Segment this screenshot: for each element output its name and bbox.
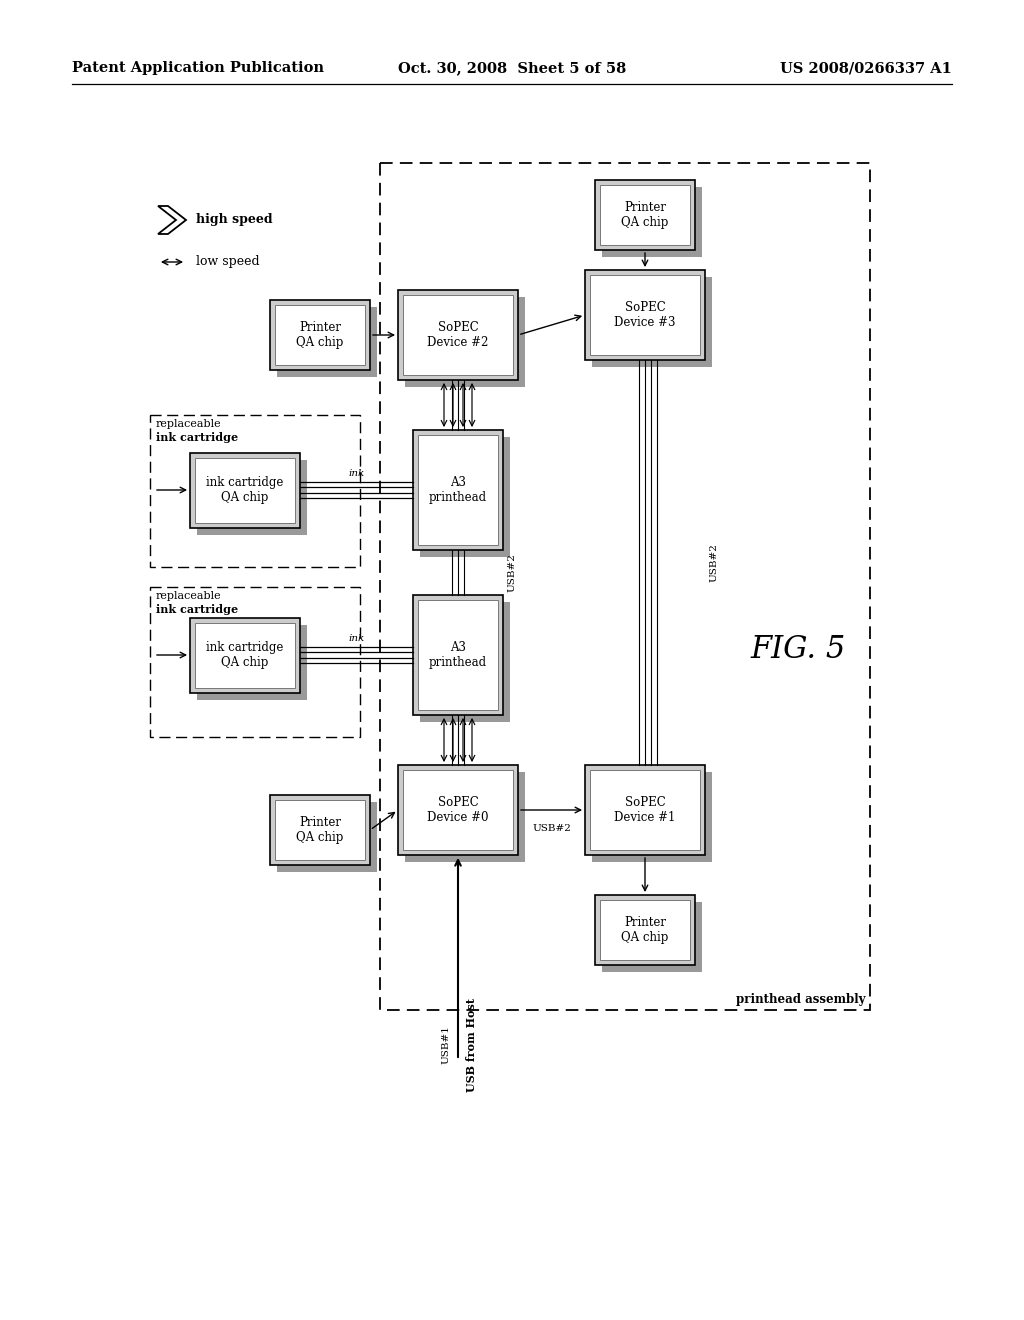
Bar [398, 290, 518, 380]
Text: SoPEC
Device #1: SoPEC Device #1 [614, 796, 676, 824]
Text: US 2008/0266337 A1: US 2008/0266337 A1 [780, 61, 952, 75]
Bar [418, 436, 498, 545]
Bar [270, 795, 370, 865]
Text: USB#2: USB#2 [507, 553, 516, 591]
Bar [592, 277, 712, 367]
Polygon shape [158, 206, 186, 234]
Text: high speed: high speed [196, 214, 272, 227]
Bar [595, 895, 695, 965]
Bar [602, 902, 702, 972]
Bar [420, 602, 510, 722]
Text: Patent Application Publication: Patent Application Publication [72, 61, 324, 75]
Bar [600, 185, 690, 246]
Text: replaceable: replaceable [156, 591, 221, 601]
Text: SoPEC
Device #0: SoPEC Device #0 [427, 796, 488, 824]
Text: FIG. 5: FIG. 5 [750, 635, 845, 665]
Bar [413, 595, 503, 715]
Bar [195, 623, 295, 688]
Text: ink: ink [348, 469, 365, 478]
Bar [275, 305, 365, 366]
Bar [403, 294, 513, 375]
Bar [197, 459, 307, 535]
Bar [278, 308, 377, 378]
Bar [595, 180, 695, 249]
Bar [585, 766, 705, 855]
Text: printhead assembly: printhead assembly [736, 993, 866, 1006]
Bar [197, 624, 307, 700]
Bar [195, 458, 295, 523]
Text: USB#2: USB#2 [532, 824, 571, 833]
Text: A3
printhead: A3 printhead [429, 477, 487, 504]
Bar [418, 601, 498, 710]
Bar [150, 587, 360, 737]
Bar [590, 770, 700, 850]
Bar [585, 271, 705, 360]
Text: ink cartridge
QA chip: ink cartridge QA chip [206, 642, 284, 669]
Text: ink cartridge: ink cartridge [156, 432, 239, 444]
Bar [590, 275, 700, 355]
Bar [190, 618, 300, 693]
Text: SoPEC
Device #2: SoPEC Device #2 [427, 321, 488, 348]
Bar [398, 766, 518, 855]
Text: Printer
QA chip: Printer QA chip [622, 916, 669, 944]
Bar [150, 414, 360, 568]
Text: USB#2: USB#2 [709, 543, 718, 582]
Text: SoPEC
Device #3: SoPEC Device #3 [614, 301, 676, 329]
Text: ink cartridge
QA chip: ink cartridge QA chip [206, 477, 284, 504]
Text: Printer
QA chip: Printer QA chip [296, 321, 344, 348]
Text: USB from Host: USB from Host [466, 998, 477, 1092]
Bar [270, 300, 370, 370]
Text: Printer
QA chip: Printer QA chip [296, 816, 344, 843]
Text: Oct. 30, 2008  Sheet 5 of 58: Oct. 30, 2008 Sheet 5 of 58 [398, 61, 626, 75]
Bar [413, 430, 503, 550]
Bar [190, 453, 300, 528]
Bar [380, 162, 870, 1010]
Text: ink: ink [348, 634, 365, 643]
Text: ink cartridge: ink cartridge [156, 605, 239, 615]
Bar [602, 187, 702, 257]
Text: USB#1: USB#1 [441, 1026, 450, 1064]
Text: low speed: low speed [196, 256, 260, 268]
Bar [278, 803, 377, 873]
Text: A3
printhead: A3 printhead [429, 642, 487, 669]
Bar [592, 772, 712, 862]
Bar [600, 900, 690, 960]
Text: Printer
QA chip: Printer QA chip [622, 201, 669, 228]
Bar [275, 800, 365, 861]
Text: replaceable: replaceable [156, 418, 221, 429]
Bar [420, 437, 510, 557]
Bar [406, 297, 525, 387]
Bar [403, 770, 513, 850]
Bar [406, 772, 525, 862]
